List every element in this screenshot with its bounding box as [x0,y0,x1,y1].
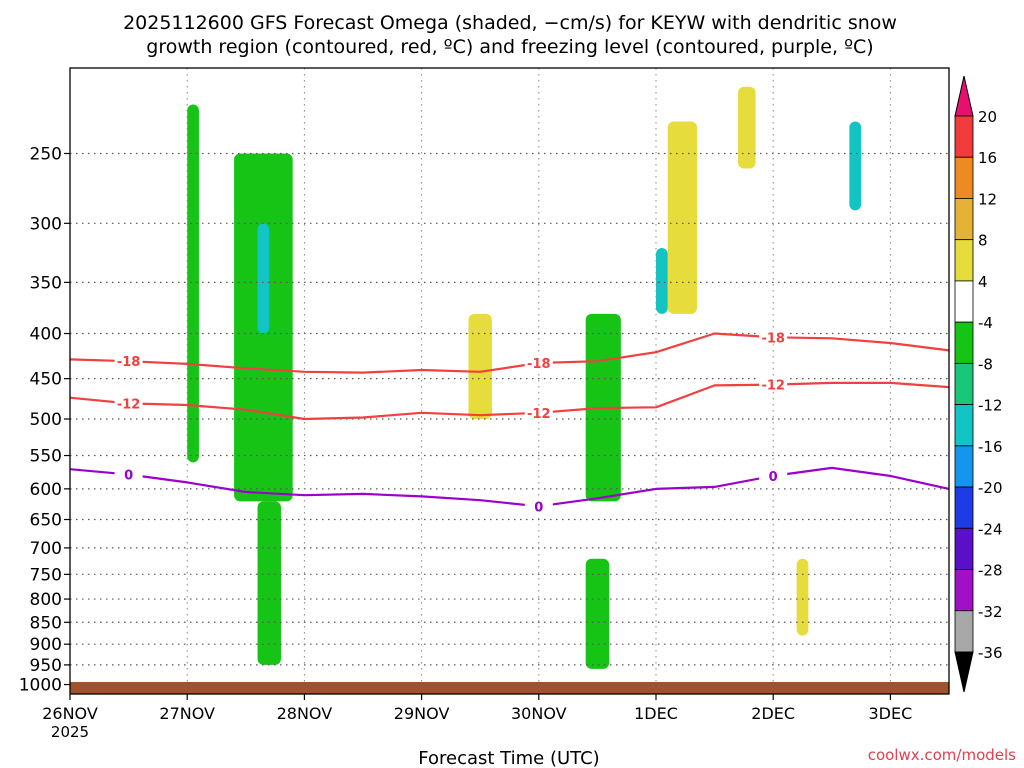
y-tick-label: 700 [30,539,62,559]
contour-line [69,381,950,421]
colorbar-swatch [954,527,974,570]
omega-patch [849,121,862,211]
contour-label: -18 [527,357,551,372]
colorbar-label: -28 [978,562,1003,580]
plot-frame [69,67,950,695]
contour-label: -12 [527,407,551,422]
colorbar-swatch [954,239,974,282]
y-tick-label: 350 [30,273,62,293]
omega-patch [738,86,756,169]
y-axis: 2503003504004505005506006507007508008509… [19,144,70,696]
colorbar-swatch [954,115,974,158]
colorbar-bottom-arrow [954,651,974,693]
y-tick-label: 800 [30,590,62,610]
omega-patch [468,313,492,420]
x-tick-label: 28NOV [277,704,333,723]
contour-label: -12 [117,397,141,412]
y-tick-label: 300 [30,214,62,234]
x-tick-label: 26NOV [42,704,98,723]
colorbar-swatch [954,445,974,488]
y-tick-label: 950 [30,656,62,676]
colorbar-label: 16 [978,149,997,167]
colorbar-label: -12 [978,397,1003,415]
colorbar-label: 20 [978,108,997,126]
contour-label-bg [524,356,553,371]
omega-patch [187,104,199,463]
x-tick-label: 29NOV [394,704,450,723]
colorbar-label: 4 [978,273,988,291]
omega-patch [796,558,809,636]
colorbar-label: -32 [978,603,1003,621]
contour-line [69,332,950,374]
contour-label: -18 [761,331,785,346]
contour-label-bg [759,330,788,345]
colorbar-swatch [954,198,974,241]
x-axis-label: Forecast Time (UTC) [418,748,599,768]
y-tick-label: 750 [30,565,62,585]
contour-label-bg [114,396,143,411]
x-axis: 26NOV 27NOV 28NOV 29NOV 30NOV 1DEC 2DEC 3DEC [42,694,912,723]
contour-label-bg [759,468,788,483]
contour-label-bg [524,405,553,420]
colorbar-label: 12 [978,190,997,208]
colorbar-swatch [954,362,974,406]
colorbar-label: -24 [978,520,1003,538]
x-tick-label: 27NOV [159,704,215,723]
y-tick-label: 600 [30,480,62,500]
y-tick-label: 650 [30,511,62,531]
x-tick-label: 3DEC [869,704,913,723]
colorbar-label: -4 [978,314,993,332]
omega-patch [656,248,668,314]
colorbar-swatch [954,610,974,653]
colorbar: 20 16 12 8 4 -4 -8 -12 -16 -20 -24 -28 -32 -36 [954,75,1003,693]
y-tick-label: 850 [30,613,62,633]
contour-line [69,466,950,508]
contour-label: 0 [769,470,778,485]
contour-label: 0 [534,500,543,515]
colorbar-label: -36 [978,644,1003,662]
x-tick-label: 1DEC [634,704,678,723]
grid [70,68,949,694]
colorbar-label: 8 [978,232,988,250]
colorbar-swatch [954,569,974,612]
contour-label: 0 [124,469,133,484]
title-line-1: 2025112600 GFS Forecast Omega (shaded, −… [123,12,897,34]
x-year-label: 2025 [51,723,89,741]
contour-label: -18 [117,355,141,370]
omega-patch [667,121,698,314]
y-tick-label: 450 [30,370,62,390]
colorbar-swatch [954,280,974,323]
colorbar-swatch [954,486,974,529]
colorbar-swatch [954,404,974,447]
x-tick-label: 30NOV [511,704,567,723]
colorbar-swatch [954,321,974,364]
credit-text: coolwx.com/models [868,746,1016,764]
contour-label-bg [114,354,143,369]
colorbar-top-arrow [954,75,974,117]
ground-strip [70,682,949,694]
y-tick-label: 550 [30,447,62,467]
omega-patch [257,223,270,334]
y-tick-label: 400 [30,325,62,345]
contour-label-bg [114,467,143,482]
y-tick-label: 900 [30,635,62,655]
y-tick-label: 250 [30,144,62,164]
contour-label-bg [759,377,788,392]
colorbar-label: -20 [978,479,1003,497]
colorbar-label: -16 [978,438,1003,456]
omega-patch [585,558,610,669]
x-tick-label: 2DEC [751,704,795,723]
contour-label: -12 [761,379,785,394]
contours: -18 -18 -18 -12 -12 -12 0 0 0 [69,330,950,515]
y-tick-label: 1000 [19,676,62,696]
colorbar-swatch [954,156,974,199]
y-tick-label: 500 [30,410,62,430]
contour-label-bg [524,499,553,514]
title-line-2: growth region (contoured, red, ºC) and f… [146,36,873,58]
omega-patch [257,501,281,665]
colorbar-label: -8 [978,355,993,373]
